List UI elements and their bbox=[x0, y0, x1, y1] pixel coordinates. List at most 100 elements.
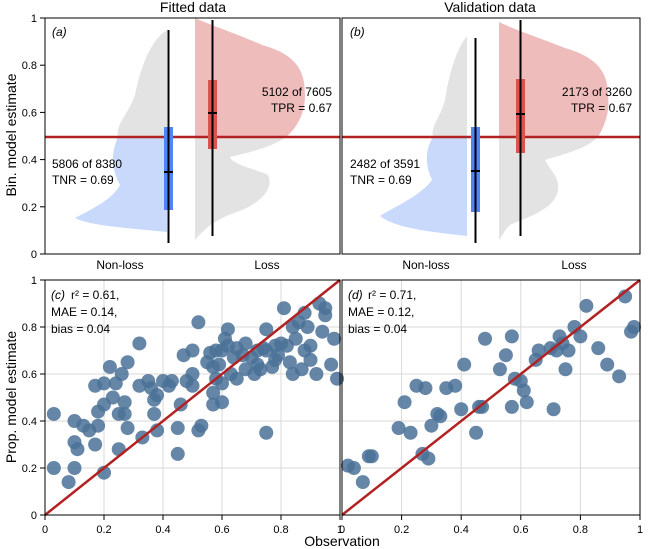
data-point bbox=[579, 298, 594, 313]
data-point bbox=[519, 395, 534, 410]
frame-b bbox=[341, 17, 641, 255]
violins-b bbox=[380, 22, 609, 240]
data-point bbox=[185, 343, 200, 358]
x-tick-label: 0.6 bbox=[513, 524, 528, 536]
data-point bbox=[448, 378, 463, 393]
panel-tag-d: (d) bbox=[348, 288, 363, 302]
x-tick-label: 1 bbox=[337, 524, 343, 536]
data-point bbox=[457, 357, 472, 372]
data-point bbox=[194, 418, 209, 433]
data-point bbox=[282, 355, 297, 370]
data-point bbox=[516, 383, 531, 398]
ylabel-bottom: Prop. model estimate bbox=[3, 331, 19, 463]
tpr-count-a: 5102 of 7605 bbox=[262, 85, 332, 99]
x-tick-label: 0.2 bbox=[394, 524, 409, 536]
data-point bbox=[102, 359, 117, 374]
data-point bbox=[111, 442, 126, 457]
violin-loss-upper-b bbox=[499, 22, 609, 137]
data-point bbox=[421, 451, 436, 466]
x-tick-label: 0.8 bbox=[273, 524, 288, 536]
y-tick-label: 1 bbox=[31, 275, 37, 287]
tpr-value-b: TPR = 0.67 bbox=[571, 101, 632, 115]
data-point bbox=[91, 418, 106, 433]
data-point bbox=[147, 406, 162, 421]
data-point bbox=[504, 329, 519, 344]
data-point bbox=[478, 331, 493, 346]
data-point bbox=[573, 329, 588, 344]
data-point bbox=[220, 322, 235, 337]
xlabel-bottom: Observation bbox=[304, 533, 379, 549]
data-point bbox=[355, 475, 370, 490]
data-point bbox=[150, 388, 165, 403]
x-tick-label: 0.4 bbox=[454, 524, 469, 536]
data-point bbox=[185, 367, 200, 381]
data-point bbox=[215, 376, 229, 391]
stat-r2-c: r² = 0.61, bbox=[71, 288, 119, 302]
one-to-one-line bbox=[44, 279, 341, 516]
tpr-count-b: 2173 of 3260 bbox=[562, 85, 632, 99]
tnr-count-b: 2482 of 3591 bbox=[350, 157, 420, 171]
y-tick-label: 0.6 bbox=[22, 107, 37, 119]
cat-label-nonloss-a: Non-loss bbox=[96, 258, 143, 272]
y-tick-label: 0.2 bbox=[22, 202, 37, 214]
data-point bbox=[469, 425, 484, 440]
data-point bbox=[170, 446, 185, 461]
data-point bbox=[229, 371, 244, 386]
data-point bbox=[397, 395, 412, 410]
x-tick-label: 0 bbox=[339, 524, 345, 536]
y-tick-label: 0.2 bbox=[22, 463, 37, 475]
panel-d: 0 0.2 0.4 0.6 0.8 1 (d) r² = 0.71, MAE = 0.12… bbox=[339, 279, 643, 536]
data-point bbox=[627, 320, 642, 334]
data-point bbox=[475, 399, 490, 414]
data-point bbox=[271, 348, 286, 363]
data-point bbox=[454, 402, 469, 417]
cat-label-nonloss-b: Non-loss bbox=[402, 258, 449, 272]
stat-mae-d: MAE = 0.12, bbox=[348, 305, 414, 319]
y-tick-label: 0.6 bbox=[22, 369, 37, 381]
data-point bbox=[424, 418, 439, 433]
data-point bbox=[114, 367, 129, 381]
panel-c: 0 0.2 0.4 0.6 0.8 100.20.40.60.81 (c) r² = 0.… bbox=[22, 275, 345, 536]
data-point bbox=[531, 343, 546, 358]
data-point bbox=[164, 374, 179, 389]
data-point bbox=[215, 395, 229, 410]
data-point bbox=[303, 338, 318, 353]
data-point bbox=[612, 369, 627, 384]
plot-frame bbox=[44, 279, 341, 516]
violin-nonloss-lower-b bbox=[380, 137, 467, 236]
x-tick-label: 1 bbox=[637, 524, 643, 536]
y-tick-label: 0.4 bbox=[22, 155, 37, 167]
data-point bbox=[212, 357, 227, 372]
data-point bbox=[364, 449, 379, 464]
panel-tag-a: (a) bbox=[52, 25, 67, 39]
data-point bbox=[600, 357, 615, 372]
data-point bbox=[105, 390, 120, 405]
data-point bbox=[418, 381, 433, 396]
data-point bbox=[173, 397, 188, 412]
y-tick-label: 0.8 bbox=[22, 60, 37, 72]
data-point bbox=[88, 437, 103, 452]
data-point bbox=[238, 336, 253, 351]
data-point bbox=[259, 425, 274, 440]
y-tick-label: 0.4 bbox=[22, 416, 37, 428]
data-point bbox=[309, 367, 324, 381]
data-point bbox=[561, 343, 576, 358]
title-right: Validation data bbox=[444, 0, 536, 15]
data-point bbox=[558, 362, 573, 377]
x-tick-label: 0 bbox=[42, 524, 48, 536]
data-point bbox=[324, 357, 339, 372]
data-point bbox=[120, 421, 135, 436]
data-point bbox=[117, 406, 132, 421]
data-point bbox=[318, 308, 333, 323]
one-to-one-line bbox=[341, 279, 641, 516]
data-point bbox=[300, 320, 315, 334]
violin-nonloss-lower-a bbox=[75, 137, 167, 232]
stat-mae-c: MAE = 0.14, bbox=[51, 305, 117, 319]
violins-a bbox=[75, 18, 305, 240]
data-point bbox=[117, 395, 132, 410]
violin-loss-lower-a bbox=[195, 137, 286, 240]
y-tick-label: 1 bbox=[31, 13, 37, 25]
data-point bbox=[46, 461, 61, 475]
data-point bbox=[327, 331, 342, 346]
tpr-value-a: TPR = 0.67 bbox=[271, 101, 332, 115]
